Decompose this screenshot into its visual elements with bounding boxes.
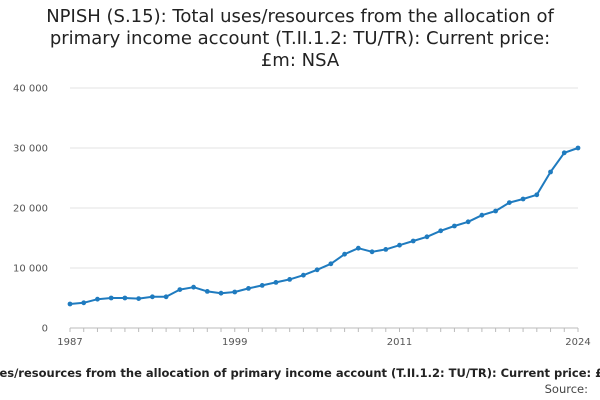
data-point[interactable] xyxy=(81,300,87,306)
data-point[interactable] xyxy=(122,295,128,301)
series-group xyxy=(67,145,581,307)
data-point[interactable] xyxy=(287,277,293,282)
data-point[interactable] xyxy=(328,261,334,267)
data-point[interactable] xyxy=(383,247,389,252)
y-tick-label: 30 000 xyxy=(13,144,48,155)
data-point[interactable] xyxy=(520,196,526,202)
data-point[interactable] xyxy=(246,286,251,291)
data-point[interactable] xyxy=(136,296,142,301)
data-point[interactable] xyxy=(163,294,169,300)
series-line xyxy=(69,147,579,305)
data-point[interactable] xyxy=(410,238,416,244)
data-point[interactable] xyxy=(273,280,279,285)
data-point[interactable] xyxy=(342,251,347,257)
data-point[interactable] xyxy=(369,249,375,255)
data-point[interactable] xyxy=(218,290,224,296)
data-point[interactable] xyxy=(108,295,114,301)
chart-title: NPISH (S.15): Total uses/resources from … xyxy=(0,6,600,72)
legend-label: Total uses/resources from the allocation… xyxy=(0,366,600,380)
data-point[interactable] xyxy=(548,169,553,175)
data-point[interactable] xyxy=(95,296,100,302)
data-point[interactable] xyxy=(465,219,471,225)
data-point[interactable] xyxy=(506,200,512,206)
data-point[interactable] xyxy=(493,208,499,214)
chart-title-line-1: NPISH (S.15): Total uses/resources from … xyxy=(46,6,554,27)
data-point[interactable] xyxy=(204,289,210,294)
data-point[interactable] xyxy=(355,245,361,251)
x-tick-label: 1987 xyxy=(57,337,82,348)
x-tick-label: 1999 xyxy=(222,337,247,348)
source-label: Source: xyxy=(544,382,588,396)
x-tick-label: 2024 xyxy=(565,337,590,348)
data-point[interactable] xyxy=(397,242,402,248)
data-point[interactable] xyxy=(424,234,430,240)
data-point[interactable] xyxy=(149,294,155,300)
x-tick-label: 2011 xyxy=(387,337,412,348)
data-point[interactable] xyxy=(438,228,444,234)
chart-title-line-2: primary income account (T.II.1.2: TU/TR)… xyxy=(49,28,551,49)
grid-lines xyxy=(70,87,578,329)
data-point[interactable] xyxy=(534,192,540,198)
data-point[interactable] xyxy=(301,272,306,278)
data-point[interactable] xyxy=(177,287,183,292)
y-tick-label: 0 xyxy=(42,324,48,335)
data-point[interactable] xyxy=(479,212,485,218)
data-point[interactable] xyxy=(452,223,457,229)
legend: Total uses/resources from the allocation… xyxy=(0,366,600,380)
y-tick-label: 10 000 xyxy=(13,264,48,275)
data-point[interactable] xyxy=(67,301,73,307)
data-point[interactable] xyxy=(191,284,196,290)
y-axis-ticks: 0 10 000 20 000 30 000 40 000 xyxy=(13,84,48,335)
x-axis-ticks: 1987 1999 2011 2024 xyxy=(57,328,591,348)
data-point[interactable] xyxy=(259,283,265,288)
data-point[interactable] xyxy=(575,145,581,151)
data-point[interactable] xyxy=(232,289,238,295)
y-tick-label: 40 000 xyxy=(13,84,48,95)
data-point[interactable] xyxy=(314,267,320,273)
chart-title-line-3: £m: NSA xyxy=(260,50,340,71)
y-tick-label: 20 000 xyxy=(13,204,48,215)
data-point[interactable] xyxy=(561,150,567,156)
